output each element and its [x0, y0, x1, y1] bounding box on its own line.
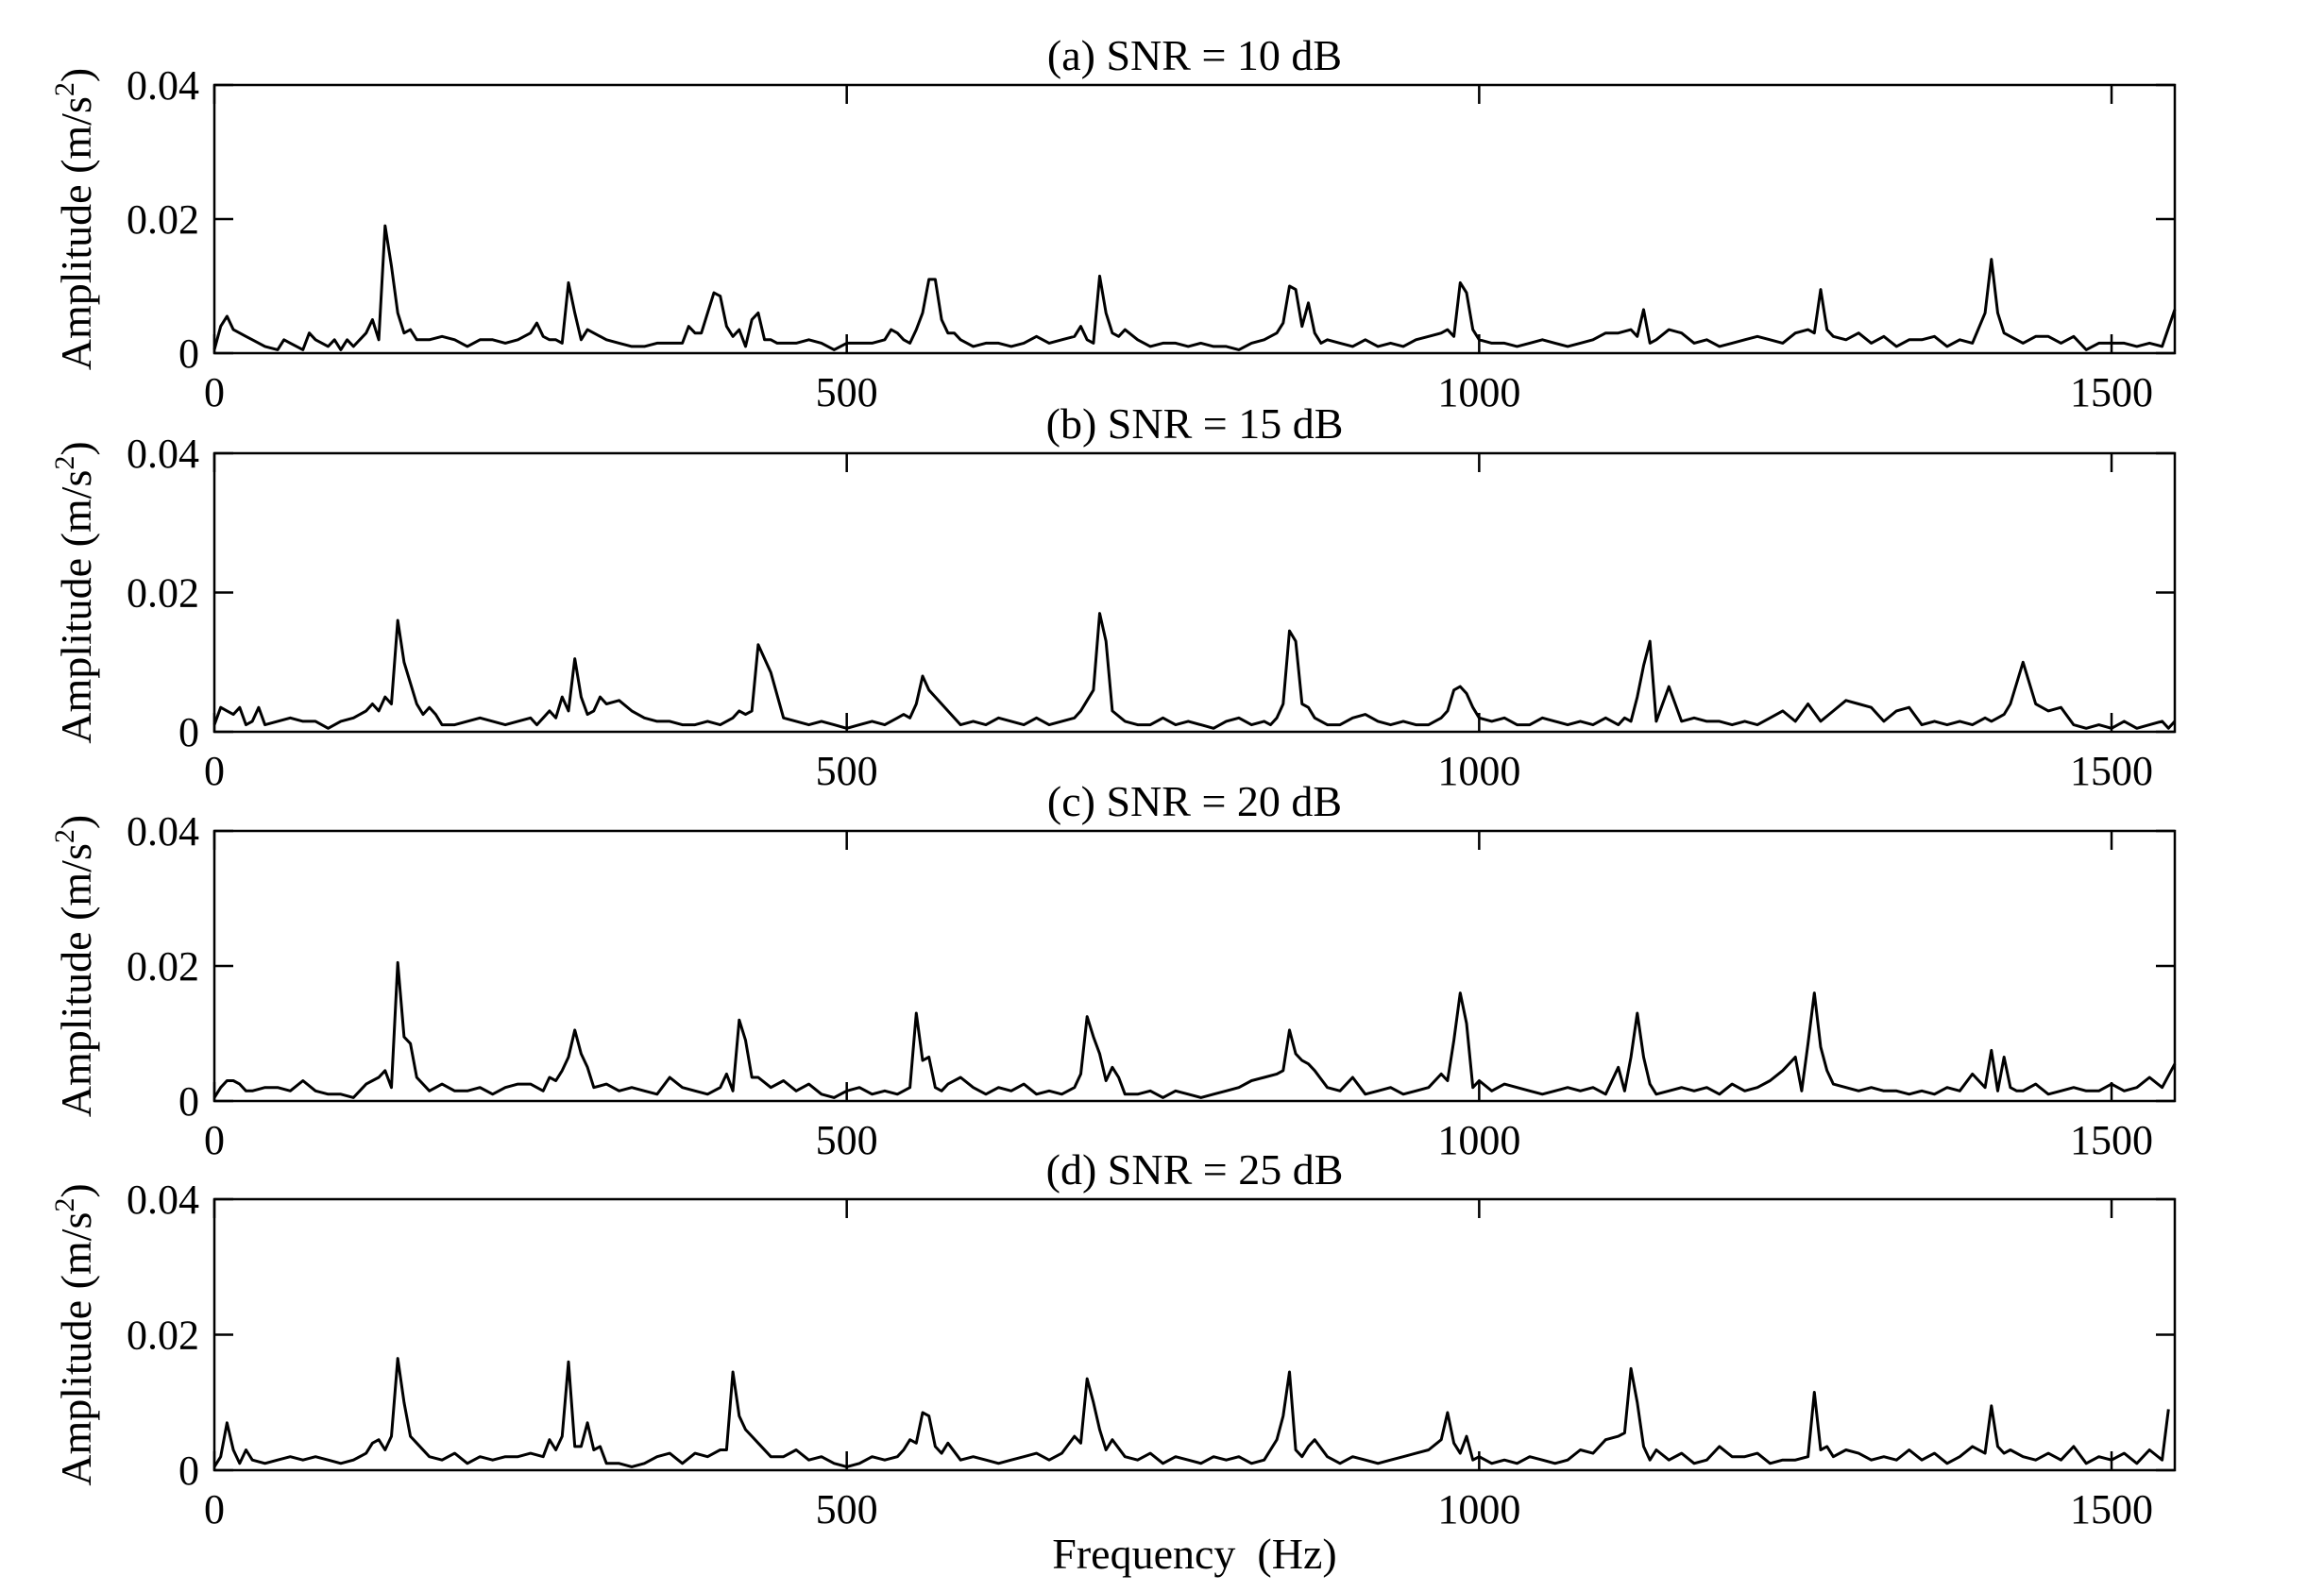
y-axis-label: Amplitude (m/s2) [49, 68, 100, 370]
y-axis-label-superscript: 2 [49, 456, 80, 470]
y-axis-label-main: Amplitude (m/s [52, 843, 100, 1117]
y-tick-label: 0 [178, 709, 199, 755]
x-tick-label: 0 [204, 369, 225, 415]
x-tick-label: 1000 [1437, 748, 1520, 794]
y-axis-label-main: Amplitude (m/s [52, 1212, 100, 1486]
y-tick-label: 0.02 [127, 943, 199, 990]
y-tick-label: 0.04 [127, 62, 199, 109]
x-tick-label: 1500 [2070, 369, 2153, 415]
y-axis-label-close: ) [52, 815, 100, 829]
y-tick-label: 0.04 [127, 808, 199, 855]
y-axis-label-main: Amplitude (m/s [52, 470, 100, 744]
y-tick-label: 0 [178, 1078, 199, 1125]
y-tick-label: 0.02 [127, 1313, 199, 1359]
y-axis-label-close: ) [52, 1183, 100, 1197]
y-axis-label: Amplitude (m/s2) [49, 815, 100, 1117]
panel-title: (a) SNR = 10 dB [1047, 31, 1342, 79]
y-tick-label: 0 [178, 330, 199, 377]
y-axis-label-superscript: 2 [49, 82, 80, 96]
panel-title: (b) SNR = 15 dB [1046, 399, 1344, 448]
spectrum-series-line [212, 1357, 2170, 1468]
chart-panel-1: 0 500 1000 1500 0 0.02 0.04 (b) SNR = 15 dB Ampl… [49, 399, 2177, 794]
x-tick-label: 1500 [2070, 1486, 2153, 1533]
y-axis-label-main: Amplitude (m/s [52, 96, 100, 370]
x-tick-label: 0 [204, 748, 225, 794]
y-axis-label-close: ) [52, 68, 100, 82]
plot-area-frame [212, 1197, 2177, 1472]
x-tick-label: 1000 [1437, 1486, 1520, 1533]
y-tick-label: 0.02 [127, 570, 199, 617]
x-tick-label: 1500 [2070, 1117, 2153, 1163]
plot-area-frame [212, 83, 2177, 355]
y-tick-label: 0.04 [127, 431, 199, 477]
x-tick-label: 500 [816, 1486, 878, 1533]
chart-panel-2: 0 500 1000 1500 0 0.02 0.04 (c) SNR = 20 dB Ampl… [49, 777, 2177, 1163]
spectrum-series-line [212, 612, 2177, 730]
plot-area-frame [212, 451, 2177, 734]
y-axis-label-superscript: 2 [49, 1198, 80, 1212]
spectrum-series-line [212, 224, 2177, 351]
y-tick-label: 0.02 [127, 196, 199, 243]
chart-panel-0: 0 500 1000 1500 0 0.02 0.04 (a) SNR = 10 dB Ampl… [49, 31, 2177, 415]
x-tick-label: 500 [816, 1117, 878, 1163]
y-axis-label-superscript: 2 [49, 829, 80, 843]
panel-title: (d) SNR = 25 dB [1046, 1145, 1344, 1194]
y-axis-label-close: ) [52, 441, 100, 455]
chart-panel-3: 0 500 1000 1500 0 0.02 0.04 (d) SNR = 25 dB Ampl… [49, 1145, 2177, 1578]
y-axis-label: Amplitude (m/s2) [49, 441, 100, 743]
x-axis-label: Frequency (Hz) [1052, 1530, 1336, 1578]
y-tick-label: 0.04 [127, 1177, 199, 1223]
x-tick-label: 1000 [1437, 369, 1520, 415]
y-tick-label: 0 [178, 1448, 199, 1494]
x-tick-label: 0 [204, 1117, 225, 1163]
y-axis-label: Amplitude (m/s2) [49, 1183, 100, 1485]
spectrum-series-line [212, 960, 2177, 1099]
x-tick-label: 1000 [1437, 1117, 1520, 1163]
panel-title: (c) SNR = 20 dB [1047, 777, 1342, 825]
x-tick-label: 0 [204, 1486, 225, 1533]
x-tick-label: 500 [816, 369, 878, 415]
x-tick-label: 1500 [2070, 748, 2153, 794]
x-tick-label: 500 [816, 748, 878, 794]
plot-area-frame [212, 829, 2177, 1103]
